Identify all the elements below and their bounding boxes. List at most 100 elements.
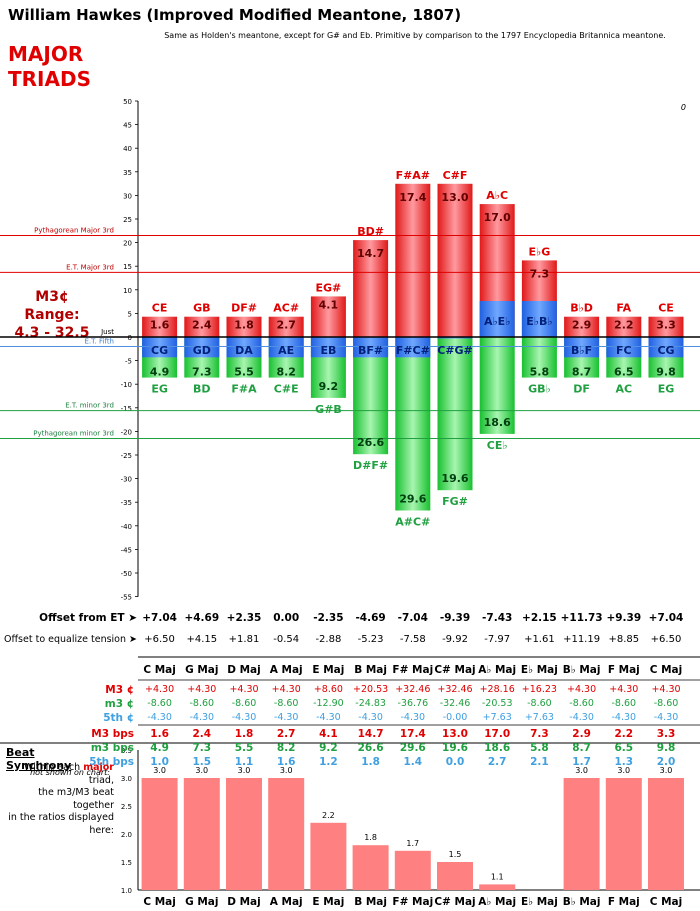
table-cell: 3.3: [656, 728, 676, 740]
major-bps-label: 14.7: [357, 247, 384, 260]
minor-bps-label: 8.2: [276, 366, 296, 379]
table-cell: -4.30: [569, 712, 594, 723]
table-cell: 1.5: [192, 756, 212, 768]
beat-synchrony-desc: Within each major triad, the m3/M3 beat t…: [8, 762, 114, 836]
table-cell: 7.3: [530, 728, 549, 740]
table-cell: -12.90: [313, 698, 344, 709]
fifth-bar: [395, 337, 431, 358]
offset-equalize-cell: +1.81: [228, 634, 260, 645]
minor-triad-label: A#C#: [395, 516, 430, 529]
fifth-bar: [226, 337, 262, 358]
y-tick-label: -15: [121, 405, 132, 413]
major-triad-label: E♭G: [529, 245, 551, 258]
fifth-label: FC: [616, 344, 632, 357]
table-column-header: E Maj: [312, 664, 345, 676]
beat-y-tick-label: 3.5: [121, 747, 132, 755]
table-row-label: m3 bps: [90, 742, 134, 754]
beat-value-label: 3.0: [575, 766, 588, 775]
major-triad-label: FA: [616, 302, 631, 315]
beat-x-label: A Maj: [270, 896, 303, 908]
not-shown-note: not shown on chart:: [30, 768, 110, 777]
major-bps-label: 2.7: [276, 319, 296, 332]
major-triad-label: A♭C: [486, 189, 508, 202]
table-cell: 13.0: [442, 728, 468, 740]
minor-triad-label: CE♭: [487, 439, 508, 452]
beat-y-tick-label: 2.0: [121, 831, 132, 839]
major-triad-label: C#F: [443, 169, 468, 182]
table-cell: -4.30: [147, 712, 172, 723]
beat-x-label: A♭ Maj: [478, 896, 516, 908]
minor-triad-label: BD: [193, 383, 211, 396]
beat-value-label: 1.5: [449, 850, 462, 859]
offset-equalize-cell: +1.61: [524, 634, 555, 645]
offset-equalize-cell: +11.19: [563, 634, 601, 645]
table-cell: 8.7: [572, 742, 591, 754]
offset-from-et-cell: +7.04: [648, 612, 684, 624]
table-cell: 1.8: [361, 756, 380, 768]
table-cell: +7.63: [524, 712, 554, 723]
offset-from-et-cell: +7.04: [142, 612, 177, 624]
offset-equalize-cell: +6.50: [144, 634, 175, 645]
table-cell: 19.6: [442, 742, 468, 754]
table-cell: -36.76: [397, 698, 429, 709]
minor-triad-label: C#E: [274, 383, 299, 396]
beat-x-label: C Maj: [143, 896, 176, 908]
beat-value-label: 1.1: [491, 872, 504, 881]
fifth-label: A♭E♭: [484, 315, 510, 328]
minor-triad-label: D#F#: [353, 459, 388, 472]
offset-from-et-cell: -9.39: [439, 612, 471, 624]
offset-equalize-cell: +4.15: [186, 634, 218, 645]
y-tick-label: -25: [121, 452, 132, 460]
major-third-bar: [606, 316, 642, 337]
offset-equalize-cell: -0.54: [273, 634, 300, 645]
pythagorean-minor-line-label: Pythagorean minor 3rd: [33, 429, 114, 437]
table-cell: 2.7: [487, 756, 507, 768]
table-cell: 2.9: [572, 728, 591, 740]
y-tick-label: 45: [123, 122, 132, 130]
table-cell: +4.30: [145, 684, 175, 695]
table-cell: +4.30: [187, 684, 217, 695]
beat-bar: [141, 778, 178, 890]
fifth-label: GD: [193, 344, 211, 357]
page-title: William Hawkes (Improved Modified Meanto…: [8, 6, 462, 24]
table-cell: 1.6: [276, 756, 296, 768]
table-cell: +4.30: [229, 684, 259, 695]
table-cell: 2.1: [530, 756, 549, 768]
offset-from-et-cell: +2.35: [226, 612, 262, 624]
table-cell: 0.0: [445, 756, 465, 768]
y-tick-label: -40: [121, 523, 132, 531]
table-cell: 9.2: [319, 742, 338, 754]
offset-from-et-cell: -7.04: [397, 612, 428, 624]
major-third-bar: [310, 296, 346, 337]
minor-triad-label: DF: [573, 383, 590, 396]
table-cell: -20.53: [481, 698, 513, 709]
et-fifth-line-label: E.T. Fifth: [84, 337, 114, 345]
beat-y-tick-label: 1.5: [121, 859, 132, 867]
beat-x-label: C Maj: [650, 896, 683, 908]
minor-bps-label: 18.6: [484, 416, 511, 429]
beat-bar: [226, 778, 262, 890]
heading-line-2: TRIADS: [8, 67, 91, 91]
table-cell: -8.60: [273, 698, 299, 709]
table-cell: 2.4: [192, 728, 212, 740]
beat-x-label: G Maj: [185, 896, 218, 908]
fifth-bar: [479, 300, 515, 337]
beat-bar: [183, 778, 220, 890]
fifth-label: CG: [151, 344, 168, 357]
table-cell: +32.46: [395, 684, 431, 695]
minor-third-bar: [479, 337, 515, 434]
table-cell: -8.60: [189, 698, 215, 709]
fifth-bar: [142, 337, 178, 358]
beat-y-tick-label: 3.0: [121, 775, 132, 783]
major-third-bar: [353, 240, 389, 337]
table-cell: +4.30: [609, 684, 639, 695]
table-cell: 14.7: [357, 728, 384, 740]
table-cell: 2.7: [276, 728, 296, 740]
major-triad-label: DF#: [231, 302, 257, 315]
beat-value-label: 3.0: [153, 766, 166, 775]
offset-from-et-cell: +9.39: [606, 612, 642, 624]
y-tick-label: 50: [123, 98, 132, 106]
major-third-bar: [648, 316, 684, 337]
table-cell: 1.8: [234, 728, 254, 740]
